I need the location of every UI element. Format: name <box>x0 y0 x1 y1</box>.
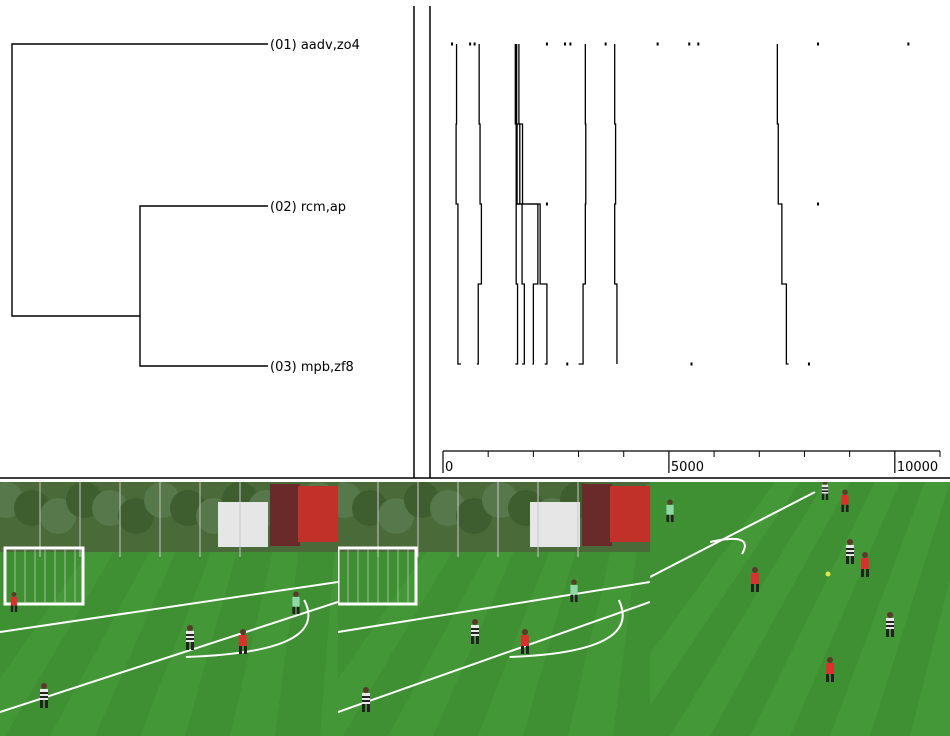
timeline-track <box>455 44 462 365</box>
player-figure <box>846 539 854 564</box>
timeline-track <box>476 44 483 365</box>
player-figure <box>186 625 194 650</box>
timeline-marker <box>604 42 607 46</box>
advert-board <box>298 486 338 542</box>
soccer-scene-3 <box>650 482 950 736</box>
player-figure <box>521 629 529 654</box>
player-figure <box>841 489 849 512</box>
video-frame-1 <box>0 482 338 736</box>
timeline-tick-label: 0 <box>445 460 453 475</box>
dendrogram-leaf-label: (01) aadv,zo4 <box>270 38 360 53</box>
timeline-marker <box>907 42 910 46</box>
penalty-arc <box>509 599 624 658</box>
player-figure <box>10 592 18 612</box>
timeline-marker <box>473 42 476 46</box>
building <box>218 502 268 547</box>
player-figure <box>861 552 869 577</box>
dendrogram-leaf-label: (02) rcm,ap <box>270 200 346 215</box>
timeline-track <box>578 44 587 365</box>
advert-board <box>582 484 612 546</box>
timeline-track <box>776 44 789 365</box>
pitch-line <box>338 601 650 713</box>
timeline-track <box>515 44 548 365</box>
timeline-marker <box>817 202 820 206</box>
video-frame-2 <box>338 482 650 736</box>
player-figure <box>292 591 300 614</box>
timeline-marker <box>688 42 691 46</box>
timeline-marker <box>545 42 548 46</box>
player-figure <box>886 612 894 637</box>
dendrogram-merge-1 <box>139 205 268 367</box>
video-frame-3 <box>650 482 950 736</box>
timeline-marker <box>817 42 820 46</box>
player-figure <box>826 657 834 682</box>
advert-board <box>270 484 300 546</box>
timeline-marker <box>569 42 572 46</box>
pitch-line <box>0 601 338 713</box>
timeline-marker <box>566 362 569 366</box>
player-figure <box>751 567 759 592</box>
player-figure <box>666 499 674 522</box>
penalty-arc <box>185 599 310 658</box>
dendrogram-leaf-label: (03) mpb,zf8 <box>270 360 354 375</box>
timeline-marker <box>807 362 810 366</box>
timeline-marker <box>451 42 454 46</box>
timeline-track <box>515 44 539 365</box>
timeline-axis: 0 5000 10000 <box>442 450 941 475</box>
dendrogram: (01) aadv,zo4 (02) rcm,ap (03) mpb,zf8 <box>11 38 360 375</box>
penalty-arc <box>709 538 746 555</box>
soccer-scene-2 <box>338 482 650 736</box>
timeline-track <box>614 44 618 364</box>
timeline <box>451 42 910 366</box>
goal <box>3 546 85 606</box>
ball <box>825 571 831 577</box>
timeline-marker <box>469 42 472 46</box>
timeline-marker <box>563 42 566 46</box>
player-figure <box>821 482 829 500</box>
player-figure <box>362 687 370 712</box>
soccer-scene-1 <box>0 482 338 736</box>
pitch-line <box>0 581 338 633</box>
timeline-marker <box>656 42 659 46</box>
player-figure <box>239 629 247 654</box>
video-frames <box>0 482 950 736</box>
timeline-marker <box>545 202 548 206</box>
timeline-marker <box>690 362 693 366</box>
player-figure <box>40 683 48 708</box>
timeline-tick-label: 5000 <box>671 460 704 475</box>
dendrogram-merge-root <box>11 43 268 317</box>
pitch-line <box>650 491 816 578</box>
dendrogram-and-timeline: (01) aadv,zo4 (02) rcm,ap (03) mpb,zf8 0 50… <box>0 6 950 479</box>
goal <box>338 546 418 606</box>
player-figure <box>471 619 479 644</box>
timeline-tick-label: 10000 <box>897 460 938 475</box>
advert-board <box>610 486 650 542</box>
timeline-marker <box>697 42 700 46</box>
pitch-line <box>338 581 650 633</box>
analysis-panel: (01) aadv,zo4 (02) rcm,ap (03) mpb,zf8 0 50… <box>0 6 950 479</box>
player-figure <box>570 579 578 602</box>
